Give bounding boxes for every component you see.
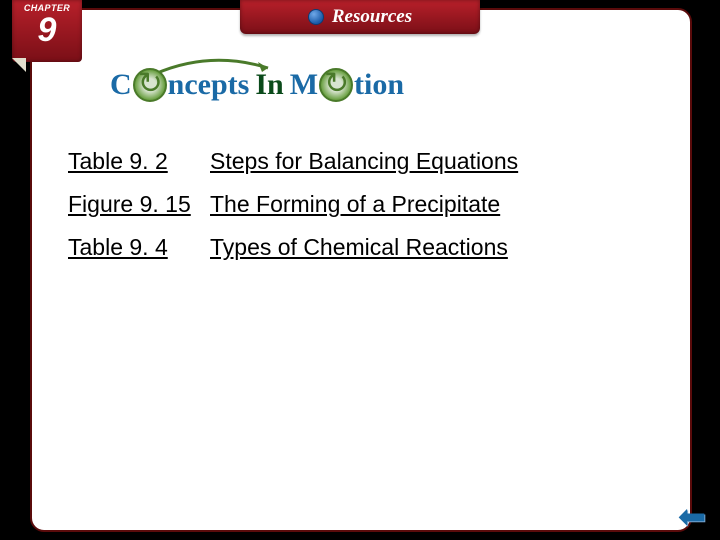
link-ref: Figure 9. 15 [68, 191, 210, 218]
link-ref: Table 9. 4 [68, 234, 210, 261]
logo-in: In [255, 68, 283, 102]
logo-ncepts: ncepts [168, 68, 250, 102]
link-title: Steps for Balancing Equations [210, 148, 518, 175]
link-figure-9-15[interactable]: Figure 9. 15 The Forming of a Precipitat… [68, 191, 628, 218]
page-fold-icon [12, 58, 26, 72]
resources-label: Resources [332, 6, 412, 28]
chapter-badge[interactable]: CHAPTER 9 [12, 0, 82, 62]
link-table-9-4[interactable]: Table 9. 4 Types of Chemical Reactions [68, 234, 628, 261]
resource-links: Table 9. 2 Steps for Balancing Equations… [68, 148, 628, 277]
logo-tion: tion [354, 68, 404, 102]
swirl-o-icon [319, 68, 353, 102]
back-arrow-icon: ⬅ [678, 498, 707, 536]
logo-letter-m: M [290, 68, 318, 102]
resources-button[interactable]: Resources [240, 0, 480, 34]
link-table-9-2[interactable]: Table 9. 2 Steps for Balancing Equations [68, 148, 628, 175]
logo-letter-c: C [110, 68, 132, 102]
link-title: The Forming of a Precipitate [210, 191, 500, 218]
chapter-number: 9 [12, 13, 82, 47]
link-ref: Table 9. 2 [68, 148, 210, 175]
link-title: Types of Chemical Reactions [210, 234, 508, 261]
swirl-o-icon [133, 68, 167, 102]
back-arrow-button[interactable]: ⬅ [672, 504, 712, 534]
globe-icon [308, 9, 324, 25]
concepts-in-motion-logo: C ncepts In M tion [110, 68, 404, 102]
